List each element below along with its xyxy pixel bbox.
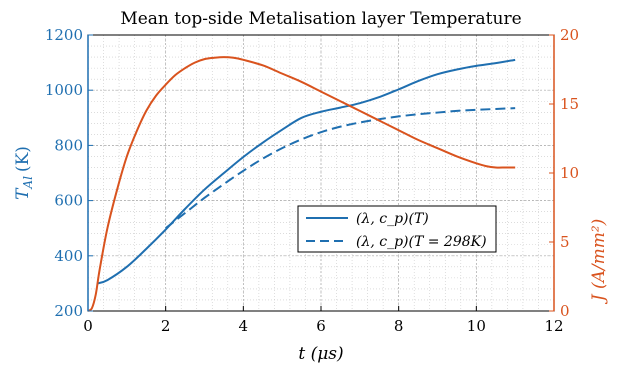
legend: (λ, c_p)(T) (λ, c_p)(T = 298K) [297,205,497,253]
y-left-tick-label: 1000 [45,81,83,99]
x-tick-label: 2 [161,317,171,335]
grid [87,34,555,312]
y-right-tick-label: 15 [560,95,579,113]
x-tick-label: 4 [239,317,249,335]
x-tick-label: 10 [467,317,486,335]
x-tick-label: 12 [544,317,563,335]
y-axis-left-subscript: Al [21,176,35,190]
x-tick-label: 6 [316,317,326,335]
y-left-tick-label: 1200 [45,26,83,44]
y-left-tick-label: 400 [54,247,83,265]
y-right-tick-label: 5 [560,233,570,251]
y-right-tick-label: 10 [560,164,579,182]
y-left-tick-label: 200 [54,302,83,320]
chart-title: Mean top-side Metalisation layer Tempera… [120,9,521,29]
legend-label-2: (λ, c_p)(T = 298K) [356,234,487,250]
legend-label-1: (λ, c_p)(T) [356,211,429,227]
legend-box [297,205,497,253]
series-line-2 [87,56,516,312]
tick-layer: 0 2 4 6 8 10 12 200 400 600 800 1000 1200 0 5 10 15 20 [45,26,579,335]
y-axis-right-label: J (A/mm²) [589,219,609,305]
y-right-tick-label: 20 [560,26,579,44]
series-layer [87,56,516,312]
x-tick-label: 0 [83,317,93,335]
series-line-1 [165,107,516,229]
x-tick-label: 8 [394,317,404,335]
series-line-0 [97,58,516,285]
x-axis-label: t (μs) [298,344,343,364]
y-axis-left-unit: (K) [13,146,33,172]
y-axis-left-label: TAl (K) [13,146,35,200]
y-axis-left-symbol: T [13,187,33,200]
y-left-tick-label: 600 [54,192,83,210]
y-right-tick-label: 0 [560,302,570,320]
y-left-tick-label: 800 [54,136,83,154]
